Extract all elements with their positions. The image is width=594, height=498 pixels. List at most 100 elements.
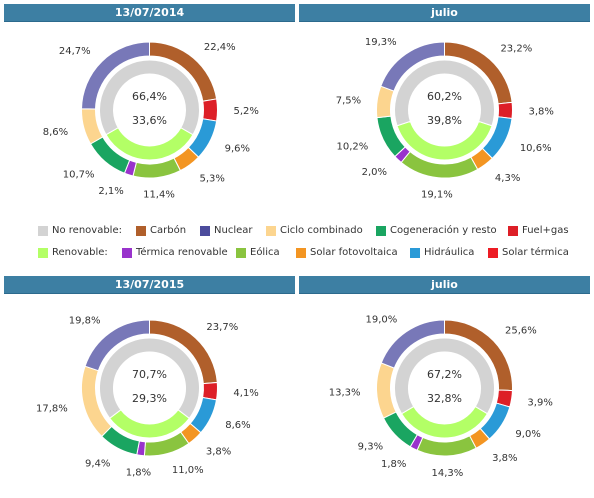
- legend-label: Solar fotovoltaica: [310, 247, 398, 258]
- legend-item-hidraulica: Hidráulica: [410, 247, 474, 258]
- panel-title-bottom-right: julio: [299, 276, 590, 294]
- inner-slice-no-renovable: [394, 337, 495, 415]
- legend-swatch: [236, 247, 246, 258]
- legend-label: Fuel+gas: [522, 225, 569, 236]
- panel-title-top-left: 13/07/2014: [4, 4, 295, 22]
- legend-swatch: [488, 247, 498, 258]
- slice-label-hidraulica: 8,6%: [225, 420, 250, 431]
- legend-item-eolica: Eólica: [236, 247, 280, 258]
- slice-label-ciclo-combinado: 13,3%: [329, 387, 361, 398]
- legend-label: Solar térmica: [502, 247, 569, 258]
- inner-slice-no-renovable: [394, 59, 495, 127]
- slice-fuel-gas: [202, 381, 218, 401]
- slice-label-hidraulica: 9,0%: [515, 429, 540, 440]
- legend-item-no-renovable: No renovable:: [38, 225, 122, 236]
- panel-title-top-right: julio: [299, 4, 590, 22]
- slice-nuclear: [380, 41, 445, 92]
- donut-chart-13-07-2014: 22,4% 5,2% 9,6% 5,3% 11,4% 2,1%10,7% 8,6% 24,7%…: [43, 41, 259, 200]
- slice-label-carbon: 25,6%: [505, 326, 537, 337]
- legend-label: Térmica renovable: [136, 247, 228, 258]
- slice-label-fuel-gas: 3,9%: [527, 397, 552, 408]
- slice-nuclear: [84, 319, 150, 372]
- slice-label-carbon: 23,2%: [500, 43, 532, 54]
- slice-label-nuclear: 19,0%: [366, 315, 398, 326]
- slice-label-termica-renovable: 2,0%: [362, 167, 387, 178]
- inner-slice-no-renovable: [99, 337, 200, 419]
- legend-item-renovable: Renovable:: [38, 247, 108, 258]
- slice-label-carbon: 23,7%: [206, 322, 238, 333]
- inner-label-no-renovable: 66,4%: [132, 90, 167, 103]
- slice-label-carbon: 22,4%: [204, 42, 236, 53]
- legend-label: Eólica: [250, 247, 280, 258]
- slice-ciclo-combinado: [376, 85, 395, 119]
- slice-label-cogeneracion-y-resto: 9,3%: [358, 441, 383, 452]
- legend-item-termica-renovable: Térmica renovable: [122, 247, 228, 258]
- legend-item-solar-termica: Solar térmica: [488, 247, 569, 258]
- slice-label-termica-renovable: 2,1%: [98, 186, 123, 197]
- legend-label: Nuclear: [214, 225, 253, 236]
- legend-item-nuclear: Nuclear: [200, 225, 253, 236]
- slice-label-solar-fotovoltaica: 4,3%: [495, 173, 520, 184]
- slice-label-nuclear: 24,7%: [59, 46, 91, 57]
- inner-label-renovable: 33,6%: [132, 114, 167, 127]
- slice-label-fuel-gas: 4,1%: [233, 388, 258, 399]
- slice-label-eolica: 11,4%: [143, 189, 175, 200]
- slice-fuel-gas: [202, 98, 218, 122]
- slice-label-fuel-gas: 3,8%: [528, 107, 553, 118]
- slice-eolica: [132, 157, 182, 179]
- slice-nuclear: [380, 319, 445, 369]
- legend-label: Cogeneración y resto: [390, 225, 497, 236]
- legend-swatch: [122, 247, 132, 258]
- legend-swatch: [38, 247, 48, 258]
- legend-row-no-renovable: No renovable: Carbón Nuclear Ciclo combi…: [38, 225, 578, 237]
- slice-label-hidraulica: 10,6%: [520, 143, 552, 154]
- slice-label-cogeneracion-y-resto: 10,7%: [63, 170, 95, 181]
- legend-swatch: [410, 247, 420, 258]
- inner-label-no-renovable: 60,2%: [427, 90, 462, 103]
- slice-label-eolica: 11,0%: [172, 465, 204, 476]
- slice-label-termica-renovable: 1,8%: [126, 467, 151, 478]
- inner-slice-no-renovable: [99, 59, 200, 136]
- slice-nuclear: [81, 41, 150, 110]
- slice-label-ciclo-combinado: 7,5%: [336, 96, 361, 107]
- donut-chart-julio-2014: 23,2% 3,8% 10,6% 4,3% 19,1% 2,0% 10,2% 7,5% 19,3…: [336, 37, 554, 201]
- legend-item-carbon: Carbón: [136, 225, 186, 236]
- legend-label: Carbón: [150, 225, 187, 236]
- chart-legend: No renovable: Carbón Nuclear Ciclo combi…: [38, 225, 578, 265]
- slice-eolica: [416, 435, 477, 457]
- inner-label-no-renovable: 67,2%: [427, 368, 462, 381]
- slice-label-nuclear: 19,8%: [69, 316, 101, 327]
- legend-swatch: [38, 225, 48, 236]
- slice-label-cogeneracion-y-resto: 9,4%: [85, 458, 110, 469]
- slice-label-hidraulica: 9,6%: [225, 144, 250, 155]
- slice-label-solar-fotovoltaica: 3,8%: [492, 453, 517, 464]
- slice-label-eolica: 19,1%: [421, 190, 453, 201]
- legend-label: Hidráulica: [424, 247, 475, 258]
- slice-label-solar-fotovoltaica: 3,8%: [206, 446, 231, 457]
- inner-label-no-renovable: 70,7%: [132, 368, 167, 381]
- donut-chart-13-07-2015: 23,7% 4,1% 8,6% 3,8%11,0% 1,8% 9,4% 17,8% 19,8%…: [36, 316, 259, 479]
- legend-item-solar-fotovoltaica: Solar fotovoltaica: [296, 247, 398, 258]
- legend-item-ciclo-combinado: Ciclo combinado: [266, 225, 363, 236]
- slice-label-ciclo-combinado: 17,8%: [36, 403, 68, 414]
- slice-label-eolica: 14,3%: [432, 468, 464, 479]
- legend-swatch: [296, 247, 306, 258]
- legend-swatch: [136, 225, 146, 236]
- slice-label-nuclear: 19,3%: [365, 37, 397, 48]
- slice-label-termica-renovable: 1,8%: [381, 459, 406, 470]
- slice-ciclo-combinado: [376, 362, 397, 419]
- legend-label: Ciclo combinado: [280, 225, 363, 236]
- slice-fuel-gas: [497, 101, 513, 120]
- legend-label: Renovable:: [52, 247, 108, 258]
- slice-label-cogeneracion-y-resto: 10,2%: [336, 141, 368, 152]
- legend-swatch: [376, 225, 386, 236]
- legend-swatch: [508, 225, 518, 236]
- legend-item-cogeneracion: Cogeneración y resto: [376, 225, 497, 236]
- inner-label-renovable: 32,8%: [427, 392, 462, 405]
- slice-label-ciclo-combinado: 8,6%: [43, 127, 68, 138]
- inner-label-renovable: 29,3%: [132, 392, 167, 405]
- legend-row-renovable: Renovable: Térmica renovable Eólica Sola…: [38, 247, 578, 259]
- legend-swatch: [266, 225, 276, 236]
- slice-label-fuel-gas: 5,2%: [234, 106, 259, 117]
- slice-label-solar-fotovoltaica: 5,3%: [200, 173, 225, 184]
